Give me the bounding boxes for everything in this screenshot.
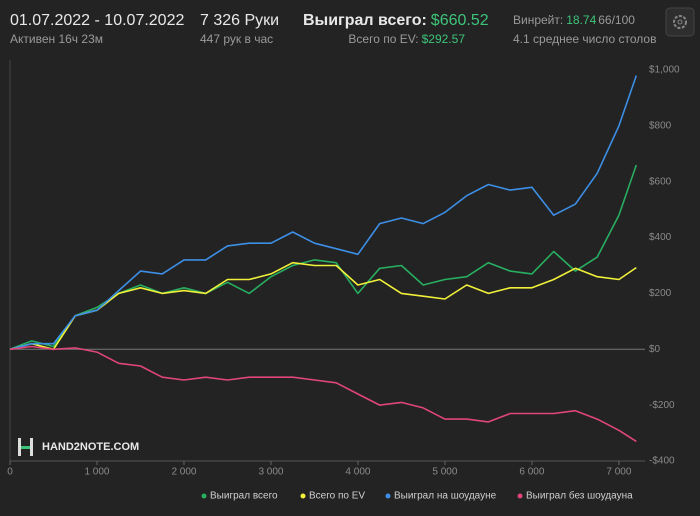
winrate-value: 18.74 [566, 13, 596, 27]
period: 01.07.2022 - 10.07.2022 [10, 12, 184, 29]
won-label: Выиграл всего: [303, 12, 427, 29]
watermark-logo [18, 438, 33, 456]
won-total: Выиграл всего: $660.52 [303, 12, 489, 29]
legend-label: Всего по EV [309, 491, 365, 502]
x-tick-label: 6 000 [519, 467, 544, 478]
x-tick-label: 4 000 [345, 467, 370, 478]
legend-label: Выиграл всего [210, 491, 278, 502]
x-tick-label: 3 000 [258, 467, 283, 478]
y-tick-label: $800 [649, 120, 672, 131]
won-value: $660.52 [431, 12, 489, 29]
winrate: Винрейт: 18.74 66/100 [513, 13, 635, 27]
legend-marker [300, 493, 306, 499]
legend-label: Выиграл без шоудауна [526, 490, 633, 502]
x-tick-label: 2 000 [171, 467, 196, 478]
ev-value: $292.57 [422, 32, 466, 46]
active-time: Активен 16ч 23м [10, 32, 103, 46]
x-tick-label: 1 000 [84, 467, 109, 478]
y-tick-label: $1,000 [649, 65, 680, 76]
ev-label: Всего по EV: [348, 32, 418, 46]
winrate-unit: 66/100 [598, 13, 635, 27]
hands: 7 326 Руки [200, 12, 279, 29]
y-tick-label: $600 [649, 176, 672, 187]
ev-total: Всего по EV: $292.57 [348, 32, 465, 46]
settings-button[interactable] [665, 7, 695, 37]
y-tick-label: -$400 [649, 456, 675, 467]
y-tick-label: $400 [649, 232, 672, 243]
series-line [9, 345, 637, 443]
legend-marker [517, 493, 523, 499]
legend-label: Выиграл на шоудауне [394, 491, 497, 502]
winrate-label: Винрейт: [513, 13, 563, 27]
y-tick-label: -$200 [649, 400, 675, 411]
x-tick-label: 7 000 [606, 467, 631, 478]
hands-per-hour: 447 рук в час [200, 32, 273, 46]
x-tick-label: 0 [7, 467, 13, 478]
series-line [9, 261, 637, 351]
y-tick-label: $200 [649, 288, 672, 299]
watermark: HAND2NOTE.COM [42, 441, 139, 453]
x-tick-label: 5 000 [432, 467, 457, 478]
tables: 4.1 среднее число столов [513, 32, 656, 46]
series-line [9, 75, 638, 351]
legend-marker [201, 493, 207, 499]
y-tick-label: $0 [649, 344, 661, 355]
legend-marker [385, 493, 391, 499]
